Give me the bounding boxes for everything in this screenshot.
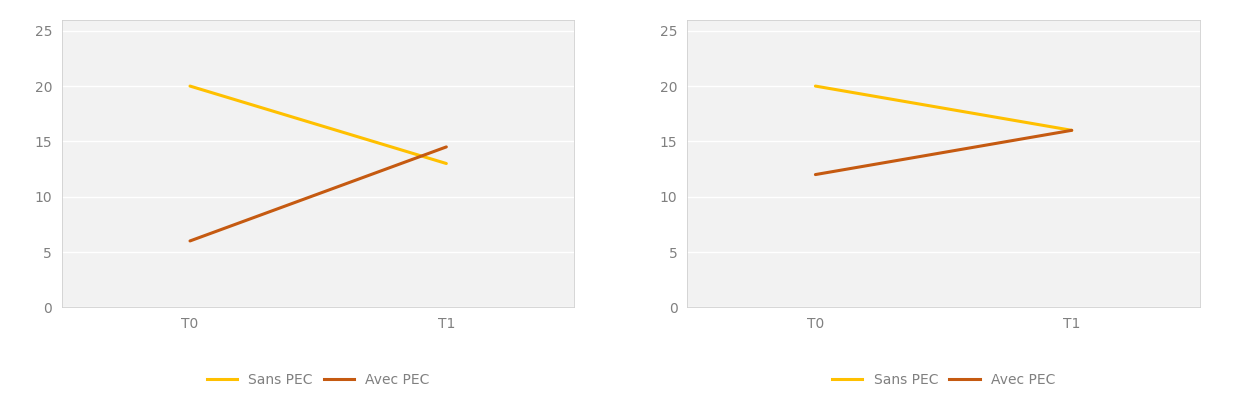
Legend: Sans PEC, Avec PEC: Sans PEC, Avec PEC [200,367,435,392]
Legend: Sans PEC, Avec PEC: Sans PEC, Avec PEC [826,367,1061,392]
